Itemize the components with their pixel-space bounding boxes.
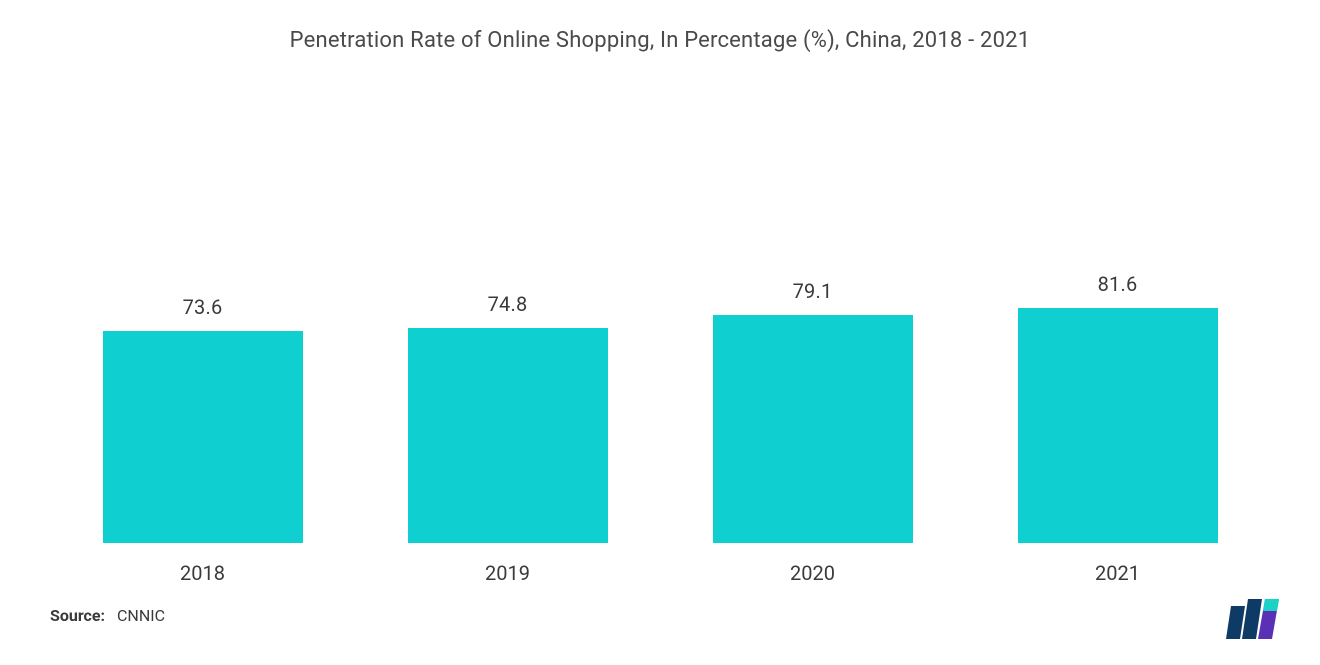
bar-1 [408,328,608,543]
value-label-2: 79.1 [793,279,833,303]
bar-slot-2: 79.1 [660,83,965,543]
chart-container: Penetration Rate of Online Shopping, In … [0,0,1320,665]
brand-logo-icon [1226,599,1284,639]
logo-bar-left [1226,606,1245,639]
bar-slot-1: 74.8 [355,83,660,543]
bar-slot-3: 81.6 [965,83,1270,543]
x-tick-3: 2021 [965,561,1270,585]
bar-2 [713,315,913,543]
bar-3 [1018,308,1218,543]
logo-bar-mid [1242,599,1262,639]
source-line: Source: CNNIC [50,606,165,625]
bars-row: 73.6 74.8 79.1 81.6 [50,83,1270,543]
x-tick-2: 2020 [660,561,965,585]
x-tick-1: 2019 [355,561,660,585]
x-tick-0: 2018 [50,561,355,585]
value-label-1: 74.8 [488,292,528,316]
bar-0 [103,331,303,543]
source-value: CNNIC [117,606,165,625]
x-axis: 2018 2019 2020 2021 [50,561,1270,585]
value-label-0: 73.6 [183,295,223,319]
value-label-3: 81.6 [1098,272,1138,296]
logo-bars [1226,599,1279,639]
chart-title: Penetration Rate of Online Shopping, In … [50,28,1270,53]
plot-area: 73.6 74.8 79.1 81.6 [50,83,1270,543]
logo-highlight [1263,599,1279,611]
source-label: Source: [50,606,105,625]
bar-slot-0: 73.6 [50,83,355,543]
